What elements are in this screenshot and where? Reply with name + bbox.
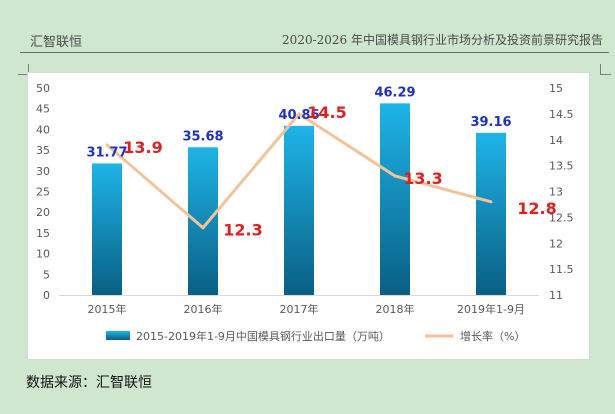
- growth-rate-label: 13.9: [123, 138, 162, 157]
- growth-rate-point: [105, 143, 109, 147]
- combo-chart: 0 5 10 15 20 25 30 35 40 45 50 11 11.5 12 12.5 13 13.5 14…: [36, 82, 574, 343]
- left-axis-tick-label: 50: [36, 82, 50, 95]
- page-header: 汇智联恒 2020-2026 年中国模具钢行业市场分析及投资前景研究报告: [0, 0, 615, 75]
- growth-rate-label: 12.8: [517, 199, 556, 218]
- left-axis-tick-label: 20: [36, 206, 50, 219]
- x-axis-tick-label: 2017年: [280, 302, 319, 316]
- bar-2015年: [92, 163, 122, 295]
- growth-rate-point: [393, 174, 397, 178]
- left-axis-tick-label: 25: [36, 186, 50, 199]
- right-axis-tick-label: 14: [549, 134, 563, 147]
- x-axis-tick-label: 2019年1-9月: [457, 302, 525, 316]
- right-axis-tick-label: 11.5: [549, 263, 574, 276]
- x-axis-tick-label: 2018年: [376, 302, 415, 316]
- bar-value-label: 46.29: [374, 85, 415, 100]
- left-axis-tick-label: 40: [36, 123, 50, 136]
- bar-2018年: [380, 103, 410, 295]
- left-axis-tick-label: 10: [36, 248, 50, 261]
- right-axis-tick-label: 13: [549, 186, 563, 199]
- growth-rate-point: [201, 226, 205, 230]
- bar-value-label: 39.16: [470, 115, 511, 130]
- legend-bar-label: 2015-2019年1-9月中国模具钢行业出口量（万吨）: [136, 329, 390, 343]
- crop-mark-left: [18, 64, 29, 75]
- brand-name: 汇智联恒: [30, 35, 83, 50]
- left-axis-tick-label: 0: [43, 289, 50, 302]
- left-axis-tick-label: 15: [36, 227, 50, 240]
- growth-rate-label: 13.3: [403, 169, 442, 188]
- left-axis-tick-label: 45: [36, 103, 50, 116]
- header-divider: [20, 52, 609, 53]
- left-axis-tick-label: 30: [36, 165, 50, 178]
- legend-bar-swatch: [106, 331, 130, 340]
- right-axis-tick-label: 12.5: [549, 211, 574, 224]
- x-axis-tick-label: 2015年: [88, 302, 127, 316]
- report-title: 2020-2026 年中国模具钢行业市场分析及投资前景研究报告: [282, 33, 603, 47]
- bar-value-label: 35.68: [182, 129, 223, 144]
- right-axis-tick-label: 12: [549, 237, 563, 250]
- growth-rate-point: [297, 112, 301, 116]
- growth-rate-label: 12.3: [223, 221, 262, 240]
- right-axis-tick-label: 15: [549, 82, 563, 95]
- left-axis-tick-label: 5: [43, 268, 50, 281]
- bar-value-label: 40.86: [278, 108, 319, 123]
- growth-rate-label: 14.5: [307, 103, 346, 122]
- bar-value-label: 31.77: [86, 145, 127, 160]
- chart-container: 0 5 10 15 20 25 30 35 40 45 50 11 11.5 12 12.5 13 13.5 14…: [27, 72, 590, 360]
- growth-rate-point: [489, 200, 493, 204]
- data-source: 数据来源：汇智联恒: [26, 375, 152, 391]
- bar-2016年: [188, 147, 218, 295]
- right-axis-tick-label: 14.5: [549, 108, 574, 121]
- bar-2019年1-9月: [476, 132, 506, 295]
- legend-line-label: 增长率（%）: [460, 329, 525, 343]
- left-axis-tick-label: 35: [36, 144, 50, 157]
- bar-2017年: [284, 125, 314, 295]
- right-axis-tick-label: 11: [549, 289, 563, 302]
- crop-mark-right: [600, 64, 611, 75]
- x-axis-tick-label: 2016年: [184, 302, 223, 316]
- right-axis-tick-label: 13.5: [549, 160, 574, 173]
